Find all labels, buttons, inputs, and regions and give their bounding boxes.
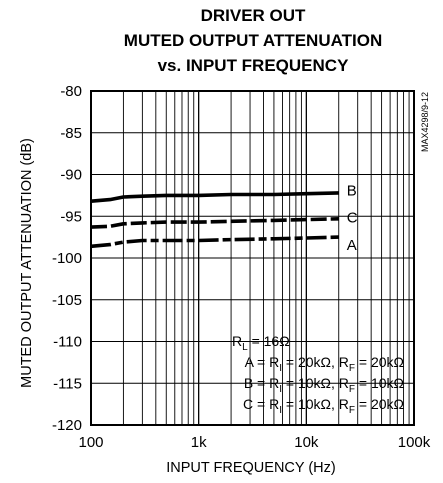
y-tick-label: -115 [53, 375, 82, 392]
y-axis-label: MUTED OUTPUT ATTENUATION (dB) [19, 138, 35, 388]
series-label-c: C [347, 209, 358, 226]
x-tick-label: 1k [191, 434, 207, 451]
plot-frame [90, 90, 415, 426]
y-tick-label: -105 [52, 292, 82, 309]
series-label-a: A [347, 237, 357, 254]
figure-code: MAX4298/9-12 [420, 92, 430, 152]
x-tick-label: 10k [294, 434, 319, 451]
condition-rl: RL = 16Ω [232, 333, 290, 353]
title-line-2: MUTED OUTPUT ATTENUATION [124, 31, 382, 50]
y-tick-label: -95 [60, 208, 82, 225]
x-tick-labels: 100 1k 10k 100k [78, 434, 430, 451]
series-line-b [90, 191, 339, 203]
y-tick-label: -110 [53, 334, 82, 351]
y-tick-label: -90 [60, 167, 82, 184]
condition-line-c: C = RI = 10kΩ, RF = 20kΩ [243, 396, 404, 416]
data-series [90, 191, 339, 249]
title-line-1: DRIVER OUT [201, 6, 306, 25]
series-labels: BCA [347, 183, 358, 254]
y-tick-label: -80 [60, 83, 82, 100]
condition-line-b: B = RI = 10kΩ, RF = 10kΩ [244, 375, 404, 395]
y-tick-labels: -80 -85 -90 -95 -100 -105 -110 -115 -120 [52, 83, 82, 434]
series-label-b: B [347, 183, 357, 200]
x-tick-label: 100k [398, 434, 431, 451]
title-line-3: vs. INPUT FREQUENCY [158, 56, 349, 75]
x-tick-label: 100 [78, 434, 103, 451]
y-tick-label: -100 [52, 250, 82, 267]
y-tick-label: -85 [60, 125, 82, 142]
series-line-c [90, 217, 339, 229]
condition-line-a: A = RI = 20kΩ, RF = 20kΩ [245, 354, 404, 374]
y-tick-label: -120 [52, 417, 82, 434]
chart-title: DRIVER OUT MUTED OUTPUT ATTENUATION vs. … [124, 6, 382, 75]
series-line-a [90, 235, 339, 249]
x-axis-label: INPUT FREQUENCY (Hz) [166, 460, 335, 476]
